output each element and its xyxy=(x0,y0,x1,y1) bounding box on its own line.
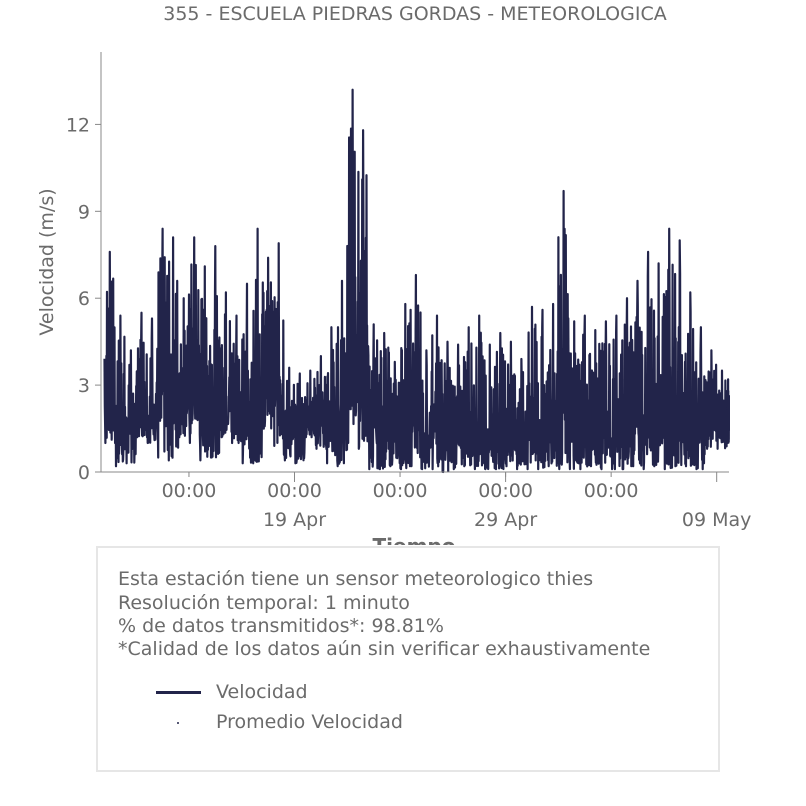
promedio-point xyxy=(367,404,370,407)
info-quality-note: *Calidad de los datos aún sin verificar … xyxy=(118,638,651,660)
legend-label-velocidad: Velocidad xyxy=(216,681,308,703)
legend-line-marker xyxy=(156,691,201,694)
series-layer xyxy=(103,88,730,474)
legend-label-promedio: Promedio Velocidad xyxy=(216,711,403,733)
y-axis-label: Velocidad (m/s) xyxy=(36,188,58,335)
x-tick-label-date: 09 May xyxy=(682,509,752,531)
x-tick-label-time: 00:00 xyxy=(267,480,322,502)
chart-title: 355 - ESCUELA PIEDRAS GORDAS - METEOROLO… xyxy=(163,3,667,25)
y-tick-label: 0 xyxy=(78,462,90,484)
y-tick-label: 3 xyxy=(78,375,90,397)
info-transmitted: % de datos transmitidos*: 98.81% xyxy=(118,615,444,637)
chart: 0 3 6 9 12 00:00 00:00 00:00 00:00 00:00 19 Apr 29 … xyxy=(36,52,752,545)
axes-layer: 0 3 6 9 12 00:00 00:00 00:00 00:00 00:00 19 Apr 29 … xyxy=(66,52,752,531)
promedio-point xyxy=(588,406,592,410)
x-tick-label-time: 00:00 xyxy=(478,480,533,502)
x-tick-label-date: 19 Apr xyxy=(263,509,326,531)
info-sensor: Esta estación tiene un sensor meteorolog… xyxy=(118,568,594,590)
info-box: Esta estación tiene un sensor meteorolog… xyxy=(96,546,720,772)
info-resolution: Resolución temporal: 1 minuto xyxy=(118,592,410,614)
promedio-point xyxy=(725,406,729,410)
x-tick-label-time: 00:00 xyxy=(162,480,217,502)
y-tick-label: 6 xyxy=(78,288,90,310)
y-tick-label: 12 xyxy=(66,114,90,136)
x-tick-label-time: 00:00 xyxy=(373,480,428,502)
x-axis-label: Tiempo xyxy=(373,534,456,545)
legend-dot-marker xyxy=(177,722,179,724)
x-tick-label-time: 00:00 xyxy=(584,480,639,502)
x-tick-label-date: 29 Apr xyxy=(474,509,537,531)
y-tick-label: 9 xyxy=(78,201,90,223)
velocidad-line xyxy=(103,88,730,474)
